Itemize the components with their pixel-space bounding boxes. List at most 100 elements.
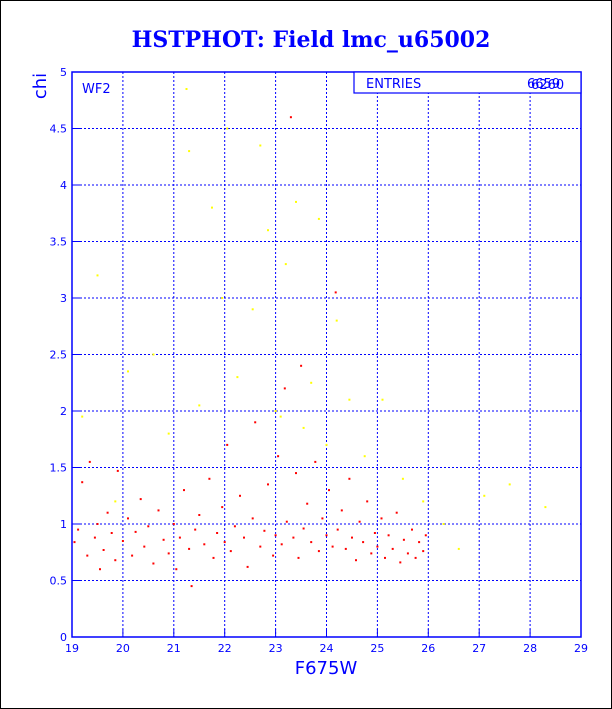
scatter-point-yellow [335,319,338,322]
scatter-point-yellow [127,370,129,373]
x-axis-label: F675W [295,658,358,679]
scatter-point-yellow [422,500,425,503]
scatter-point-red [362,541,365,544]
y-tick-label: 2 [60,405,67,418]
scatter-point-red [102,549,105,551]
scatter-point-yellow [188,150,191,153]
scatter-point-red [283,387,286,390]
scatter-point-yellow [295,200,297,203]
scatter-point-red [212,556,215,559]
scatter-point-yellow [114,500,117,503]
scatter-point-red [216,532,219,534]
scatter-point-red [340,509,343,512]
panel-label: WF2 [82,82,111,97]
scatter-point-red [317,550,320,553]
y-tick-label: 0 [60,631,67,644]
scatter-point-red [310,541,313,544]
scatter-point-red [267,483,269,486]
scatter-point-red [239,494,241,497]
scatter-point-red [302,527,305,530]
stats-value-b: 6260 [531,78,564,93]
scatter-point-red [380,517,383,520]
scatter-point-red [88,460,91,463]
scatter-point-red [376,545,379,548]
scatter-point-red [143,545,146,548]
scatter-point-yellow [226,127,229,130]
scatter-point-red [110,532,113,534]
scatter-point-red [183,489,185,492]
axis-ticks: 19 20 21 22 23 24 25 26 27 28 29 0 0.5 1 1.5 2 2.5 3 3.5 4 4… [50,66,589,655]
scatter-point-red [96,523,99,525]
y-tick-label: 5 [60,66,67,79]
scatter-point-red [351,536,353,539]
scatter-point-yellow [363,455,366,458]
scatter-point-red [424,534,427,537]
x-tick-label: 24 [320,642,334,655]
scatter-point-red [391,547,394,550]
scatter-point-red [77,528,80,531]
scatter-point-red [297,556,300,559]
scatter-point-yellow [152,353,155,356]
scatter-point-yellow [284,263,287,266]
scatter-point-red [152,562,155,565]
scatter-point-red [188,547,191,550]
scatter-point-red [221,506,224,509]
scatter-point-red [114,559,117,562]
scatter-point-red [178,536,181,539]
scatter-point-red [422,550,425,553]
scatter-point-red [172,523,175,525]
scatter-point-yellow [381,398,384,401]
scatter-point-red [106,511,109,514]
scatter-point-red [203,543,206,546]
scatter-point-red [414,556,417,559]
y-tick-label: 3 [60,292,67,305]
stats-box [353,71,582,94]
scatter-point-red [127,517,129,520]
scatter-point-red [355,559,357,562]
x-tick-label: 23 [269,642,283,655]
scatter-point-red [406,552,409,555]
scatter-point-red [325,534,328,537]
scatter-point-red [223,541,226,544]
scatter-point-yellow [221,297,224,299]
scatter-point-red [295,472,297,475]
scatter-point-red [300,364,303,367]
data-points [73,88,547,588]
scatter-point-yellow [508,483,511,486]
scatter-point-red [289,116,292,119]
scatter-point-red [229,550,232,553]
scatter-point-yellow [236,376,239,379]
y-tick-label: 2.5 [50,349,68,362]
y-tick-label: 3.5 [50,236,68,249]
scatter-point-yellow [302,426,305,429]
scatter-point-red [418,541,421,544]
scatter-point-red [395,511,398,514]
x-tick-label: 25 [370,642,384,655]
scatter-point-red [373,532,376,534]
scatter-point-yellow [544,506,547,509]
scatter-point-red [277,455,280,458]
scatter-point-red [198,514,201,516]
scatter-point-red [259,545,262,548]
scatter-point-red [411,528,413,531]
x-tick-label: 26 [421,642,435,655]
scatter-point-yellow [251,308,254,311]
scatter-point-yellow [348,398,351,401]
scatter-point-yellow [211,206,213,209]
scatter-point-yellow [483,494,486,497]
scatter-point-yellow [259,144,262,147]
x-tick-label: 21 [167,642,181,655]
scatter-point-red [285,520,288,523]
scatter-point-red [370,552,373,555]
scatter-point-red [328,489,330,492]
scatter-point-red [321,517,324,520]
scatter-point-red [348,477,351,480]
x-tick-label: 27 [472,642,486,655]
stats-value-a: 6659 [527,77,560,92]
scatter-point-red [274,534,277,537]
scatter-point-red [86,554,89,557]
scatter-point-red [384,556,386,559]
x-tick-label: 22 [218,642,232,655]
scatter-point-red [280,543,283,546]
